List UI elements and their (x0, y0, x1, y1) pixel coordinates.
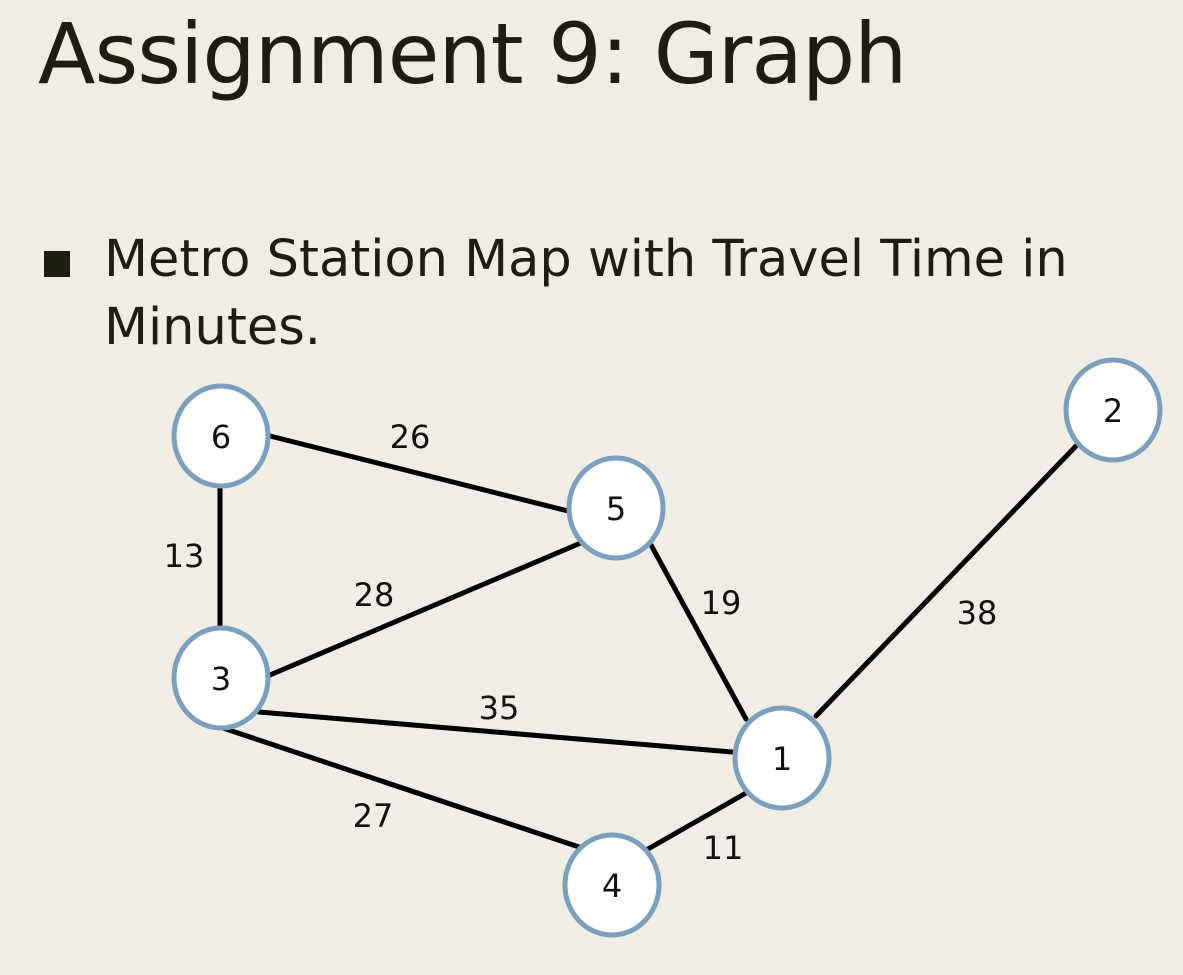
bullet-text: Metro Station Map with Travel Time in Mi… (104, 230, 1068, 357)
edges-layer (217, 433, 1079, 852)
edge-4-1 (645, 790, 749, 852)
edge-weight-4-1: 11 (703, 829, 744, 867)
edge-3-4 (220, 725, 582, 850)
edge-2-1 (813, 443, 1079, 719)
station-label-2: 2 (1103, 392, 1123, 430)
edge-5-1 (648, 542, 749, 722)
edge-3-5 (267, 539, 586, 678)
station-label-1: 1 (772, 740, 792, 778)
station-node-5: 5 (566, 455, 666, 561)
station-label-3: 3 (211, 660, 231, 698)
station-node-1: 1 (732, 705, 832, 811)
station-label-6: 6 (211, 418, 231, 456)
edge-weight-2-1: 38 (957, 594, 998, 632)
edge-weight-6-3: 13 (164, 537, 205, 575)
station-label-4: 4 (602, 867, 622, 905)
station-node-2: 2 (1063, 357, 1163, 463)
station-node-6: 6 (171, 383, 271, 489)
bullet-item: Metro Station Map with Travel Time in Mi… (42, 226, 1104, 362)
edge-labels-layer: 26 13 28 19 38 35 27 11 (164, 418, 998, 867)
edge-3-1 (256, 709, 735, 755)
edge-weight-5-1: 19 (701, 584, 742, 622)
edge-weight-3-1: 35 (479, 689, 520, 727)
edge-weight-3-5: 28 (354, 576, 395, 614)
edge-6-5 (267, 433, 571, 514)
nodes-layer: 6 5 3 2 1 4 (171, 357, 1163, 938)
edge-weight-6-5: 26 (390, 418, 431, 456)
bullet-list: Metro Station Map with Travel Time in Mi… (42, 226, 1104, 362)
square-bullet-icon (44, 251, 70, 277)
edge-weight-3-4: 27 (353, 797, 394, 835)
station-label-5: 5 (606, 490, 626, 528)
station-node-3: 3 (171, 625, 271, 731)
slide-title: Assignment 9: Graph (38, 5, 907, 103)
station-node-4: 4 (562, 832, 662, 938)
